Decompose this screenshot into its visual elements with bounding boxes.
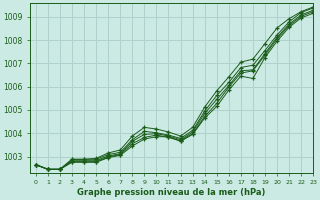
- X-axis label: Graphe pression niveau de la mer (hPa): Graphe pression niveau de la mer (hPa): [77, 188, 266, 197]
